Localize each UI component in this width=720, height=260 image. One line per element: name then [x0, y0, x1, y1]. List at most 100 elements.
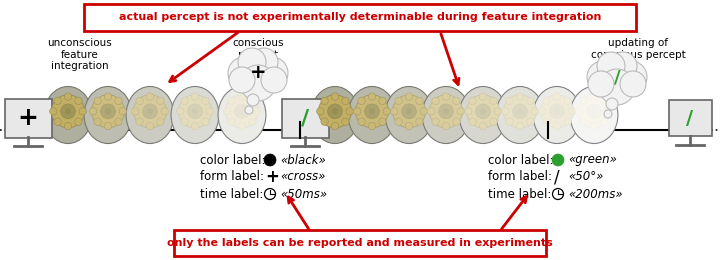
Ellipse shape — [533, 87, 581, 144]
Circle shape — [527, 97, 534, 105]
Text: time label:: time label: — [488, 187, 555, 200]
Text: unconscious
feature
integration: unconscious feature integration — [48, 38, 112, 71]
Circle shape — [146, 122, 153, 130]
Circle shape — [64, 122, 72, 130]
Circle shape — [600, 118, 608, 125]
Circle shape — [321, 118, 328, 125]
Circle shape — [467, 95, 500, 128]
Circle shape — [513, 104, 527, 119]
Circle shape — [605, 108, 613, 115]
Circle shape — [136, 118, 143, 125]
Circle shape — [261, 67, 287, 93]
Circle shape — [239, 109, 245, 114]
Ellipse shape — [126, 87, 174, 144]
Circle shape — [332, 109, 338, 114]
Circle shape — [328, 104, 343, 119]
Circle shape — [331, 122, 338, 130]
Text: color label:: color label: — [200, 153, 269, 166]
Circle shape — [225, 95, 258, 128]
Circle shape — [104, 93, 112, 100]
Circle shape — [395, 97, 402, 105]
Ellipse shape — [348, 87, 396, 144]
Circle shape — [564, 97, 571, 105]
Circle shape — [91, 95, 125, 128]
FancyBboxPatch shape — [84, 4, 636, 31]
Circle shape — [597, 52, 625, 80]
Circle shape — [94, 97, 102, 105]
Circle shape — [599, 69, 635, 105]
Circle shape — [248, 118, 256, 125]
Circle shape — [188, 104, 202, 119]
Text: «cross»: «cross» — [280, 171, 325, 184]
Circle shape — [250, 48, 278, 76]
Circle shape — [148, 109, 153, 114]
Circle shape — [206, 108, 213, 115]
Circle shape — [541, 95, 574, 128]
Circle shape — [119, 108, 127, 115]
Circle shape — [256, 57, 288, 89]
Circle shape — [564, 118, 571, 125]
Circle shape — [354, 108, 361, 115]
Circle shape — [238, 122, 246, 130]
Circle shape — [369, 93, 376, 100]
Circle shape — [342, 97, 349, 105]
Circle shape — [506, 118, 513, 125]
Circle shape — [464, 108, 472, 115]
FancyBboxPatch shape — [174, 230, 546, 256]
Circle shape — [181, 118, 188, 125]
Circle shape — [94, 118, 102, 125]
Circle shape — [228, 118, 235, 125]
Circle shape — [591, 109, 597, 114]
Circle shape — [490, 118, 497, 125]
Text: form label:: form label: — [200, 171, 268, 184]
Circle shape — [392, 95, 426, 128]
Circle shape — [79, 108, 86, 115]
Text: form label:: form label: — [488, 171, 556, 184]
Circle shape — [346, 108, 354, 115]
Circle shape — [516, 122, 523, 130]
Circle shape — [469, 97, 476, 105]
Circle shape — [157, 118, 164, 125]
Circle shape — [356, 95, 389, 128]
Circle shape — [253, 108, 261, 115]
Circle shape — [179, 95, 212, 128]
Circle shape — [146, 93, 153, 100]
Ellipse shape — [84, 87, 132, 144]
Circle shape — [331, 93, 338, 100]
Circle shape — [318, 95, 351, 128]
Circle shape — [64, 93, 72, 100]
Circle shape — [442, 93, 450, 100]
Circle shape — [575, 108, 583, 115]
Circle shape — [480, 93, 487, 100]
Circle shape — [390, 108, 398, 115]
Circle shape — [506, 97, 513, 105]
Circle shape — [554, 109, 559, 114]
Circle shape — [469, 118, 476, 125]
Circle shape — [543, 97, 550, 105]
Circle shape — [539, 108, 546, 115]
Circle shape — [317, 108, 324, 115]
Circle shape — [264, 154, 276, 166]
Text: «50°»: «50°» — [568, 171, 603, 184]
Text: only the labels can be reported and measured in experiments: only the labels can be reported and meas… — [167, 238, 553, 248]
Circle shape — [503, 95, 536, 128]
Text: /: / — [301, 108, 309, 128]
Circle shape — [104, 122, 112, 130]
Ellipse shape — [496, 87, 544, 144]
Circle shape — [580, 118, 588, 125]
Ellipse shape — [385, 87, 433, 144]
Ellipse shape — [570, 87, 618, 144]
Ellipse shape — [218, 87, 266, 144]
Circle shape — [406, 109, 412, 114]
Circle shape — [181, 97, 188, 105]
Text: «50ms»: «50ms» — [280, 187, 327, 200]
Circle shape — [577, 95, 611, 128]
Circle shape — [143, 104, 158, 119]
Circle shape — [600, 97, 608, 105]
Circle shape — [543, 118, 550, 125]
Circle shape — [364, 104, 379, 119]
Circle shape — [444, 109, 449, 114]
Circle shape — [383, 108, 390, 115]
FancyBboxPatch shape — [282, 99, 328, 138]
Circle shape — [342, 118, 349, 125]
